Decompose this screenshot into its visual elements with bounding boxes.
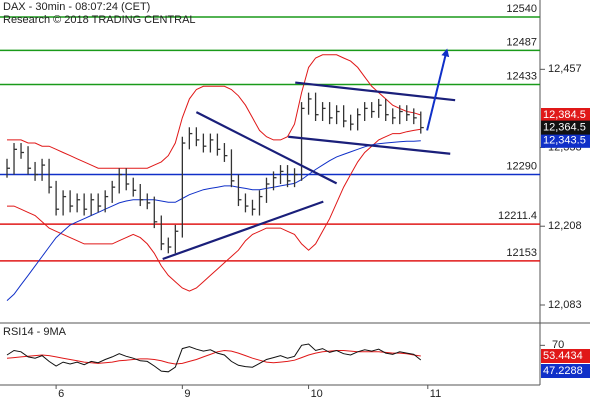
last-price-label: 12,364.5	[543, 122, 586, 134]
rsi-panel	[6, 343, 422, 373]
trendline	[162, 200, 324, 261]
x-tick-label: 11	[430, 388, 441, 400]
last-value-label: 47.2288	[543, 365, 583, 377]
forecast-arrow	[426, 48, 450, 131]
last-value-label-box	[541, 349, 590, 364]
x-tick-label: 9	[184, 388, 190, 400]
x-tick-label: 6	[58, 388, 64, 400]
level-label: 12211.4	[498, 210, 537, 222]
y-tick-label: 12,083	[548, 299, 582, 311]
level-label: 12433	[506, 70, 537, 82]
overlay-line	[7, 54, 421, 169]
level-label: 12540	[506, 3, 537, 15]
trendline	[295, 81, 456, 102]
y-tick-label: 70	[552, 339, 564, 351]
trendline	[195, 111, 338, 185]
level-label: 12290	[506, 160, 537, 172]
last-value-label-box	[541, 133, 590, 148]
last-value-label: 53.4434	[543, 350, 583, 362]
last-value-label-box	[541, 108, 590, 122]
indicator-line	[6, 343, 422, 373]
price-panel	[0, 16, 540, 301]
last-value-label: 12,343.5	[543, 135, 586, 147]
last-price-label-box	[541, 120, 590, 135]
trendline	[288, 135, 451, 155]
chart-title: DAX - 30min - 08:07:24 (CET)	[3, 1, 150, 13]
chart-subtitle: Research © 2018 TRADING CENTRAL	[3, 14, 196, 26]
level-label: 12153	[506, 247, 537, 259]
level-label: 12487	[506, 36, 537, 48]
y-tick-label: 12,457	[548, 63, 582, 75]
indicator-line	[6, 349, 421, 365]
overlay-line	[6, 140, 421, 301]
x-tick-label: 10	[311, 388, 323, 400]
y-tick-label: 12,208	[548, 220, 582, 232]
last-value-label-box	[541, 364, 590, 379]
rsi-title: RSI14 - 9MA	[3, 326, 67, 338]
last-value-label: 12,384.5	[543, 109, 586, 121]
overlay-line	[7, 128, 421, 292]
